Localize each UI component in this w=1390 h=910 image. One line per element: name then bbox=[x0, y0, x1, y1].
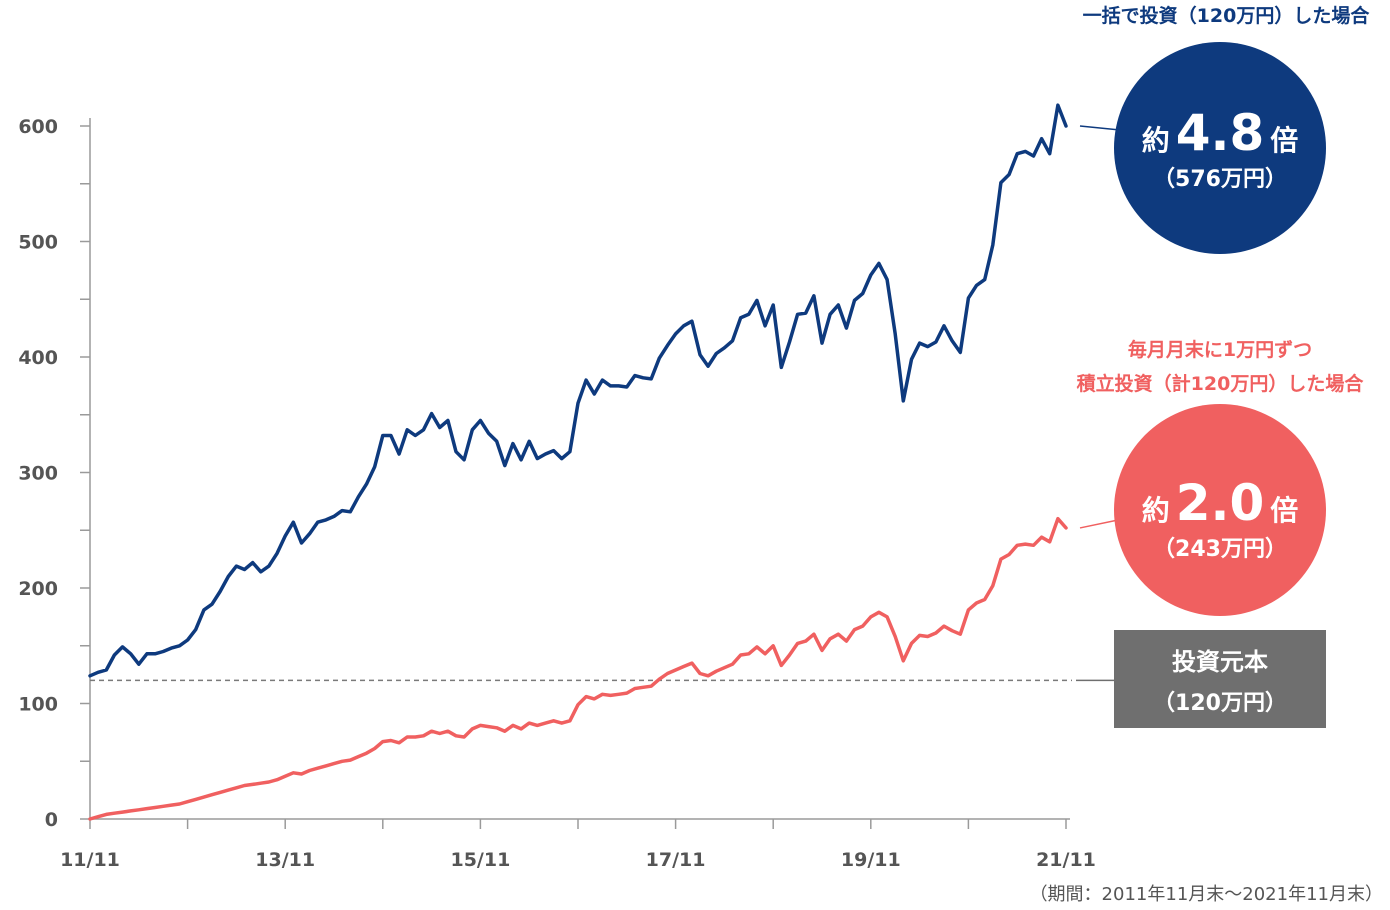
baseline-box bbox=[1114, 630, 1326, 728]
bubble-lump-sum-amount: （576万円） bbox=[1153, 167, 1287, 192]
series-lines bbox=[88, 103, 1068, 821]
bubble-monthly-ratio: 約 2.0 倍 bbox=[1142, 474, 1299, 532]
bubble-lump-sum-ratio: 約 4.8 倍 bbox=[1142, 104, 1299, 162]
series-line-monthly bbox=[88, 516, 1068, 821]
series-lump-sum-label: 一括で投資（120万円）した場合 bbox=[1083, 4, 1371, 27]
series-line-lump-sum bbox=[88, 103, 1068, 678]
bubble-monthly bbox=[1114, 404, 1326, 616]
y-tick-label: 300 bbox=[18, 463, 58, 485]
y-axis-ticks: 0 100 200 300 400 500 600 bbox=[18, 116, 90, 831]
y-tick-label: 200 bbox=[18, 578, 58, 600]
y-tick-label: 600 bbox=[18, 116, 58, 138]
x-tick-label: 15/11 bbox=[450, 849, 510, 871]
x-tick-label: 13/11 bbox=[255, 849, 315, 871]
series-monthly-label-line1: 毎月月末に1万円ずつ bbox=[1128, 338, 1312, 361]
bubble-lump-sum bbox=[1114, 42, 1326, 254]
y-tick-label: 100 bbox=[18, 694, 58, 716]
x-tick-label: 19/11 bbox=[841, 849, 901, 871]
annotations: 一括で投資（120万円）した場合 毎月月末に1万円ずつ 積立投資（計120万円）… bbox=[1030, 4, 1383, 905]
y-tick-label: 400 bbox=[18, 347, 58, 369]
baseline-label: 投資元本 bbox=[1172, 648, 1268, 676]
y-tick-label: 0 bbox=[45, 809, 58, 831]
x-tick-label: 11/11 bbox=[60, 849, 120, 871]
connector-lump-sum bbox=[1079, 125, 1121, 131]
period-note: （期間：2011年11月末〜2021年11月末） bbox=[1030, 884, 1383, 905]
x-tick-label: 21/11 bbox=[1036, 849, 1096, 871]
baseline-amount: （120万円） bbox=[1153, 691, 1287, 716]
x-axis-ticks: 11/11 13/11 15/11 17/11 19/11 21/11 bbox=[60, 819, 1096, 871]
connector-monthly bbox=[1079, 519, 1119, 529]
bubble-monthly-amount: （243万円） bbox=[1153, 537, 1287, 562]
series-monthly-label-line2: 積立投資（計120万円）した場合 bbox=[1077, 372, 1365, 395]
y-tick-label: 500 bbox=[18, 232, 58, 254]
x-tick-label: 17/11 bbox=[646, 849, 706, 871]
